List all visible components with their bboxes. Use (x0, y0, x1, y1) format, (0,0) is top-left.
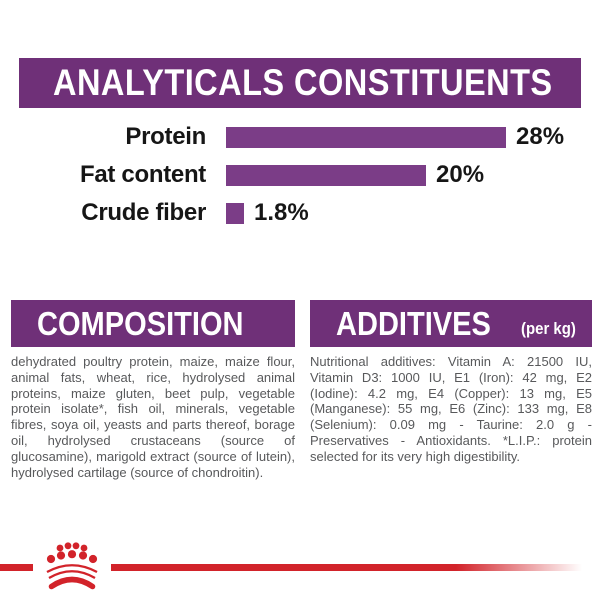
chart-row-fat-content: Fat content 20% (0, 156, 600, 194)
composition-title: COMPOSITION (37, 304, 244, 342)
bar-label: Fat content (79, 161, 206, 188)
royal-canin-crown-icon (46, 542, 98, 590)
bar-protein (226, 126, 506, 148)
additives-banner: ADDITIVES (per kg) (310, 300, 592, 347)
bar-value: 20% (436, 161, 485, 188)
constituents-bar-chart: Protein 28% Fat content 20% Crude fiber … (0, 118, 600, 232)
bar-fat-content (226, 164, 426, 186)
analyticals-title: ANALYTICALS CONSTITUENTS (53, 62, 553, 103)
additives-title: ADDITIVES (336, 304, 491, 342)
bar-label: Protein (125, 123, 206, 150)
composition-body-text: dehydrated poultry protein, maize, maize… (11, 354, 295, 480)
brand-line-gap (33, 560, 111, 576)
chart-row-crude-fiber: Crude fiber 1.8% (0, 194, 600, 232)
composition-section: COMPOSITION dehydrated poultry protein, … (11, 300, 295, 480)
analyticals-banner: ANALYTICALS CONSTITUENTS (19, 58, 581, 108)
bar-value: 1.8% (254, 199, 309, 226)
additives-title-suffix: (per kg) (521, 318, 576, 338)
bar-label: Crude fiber (81, 199, 206, 226)
brand-divider-line (0, 564, 600, 571)
bar-crude-fiber (226, 202, 244, 224)
bar-value: 28% (516, 123, 565, 150)
composition-banner: COMPOSITION (11, 300, 295, 347)
additives-body-text: Nutritional additives: Vitamin A: 21500 … (310, 354, 592, 464)
chart-row-protein: Protein 28% (0, 118, 600, 156)
additives-section: ADDITIVES (per kg) Nutritional additives… (310, 300, 592, 465)
